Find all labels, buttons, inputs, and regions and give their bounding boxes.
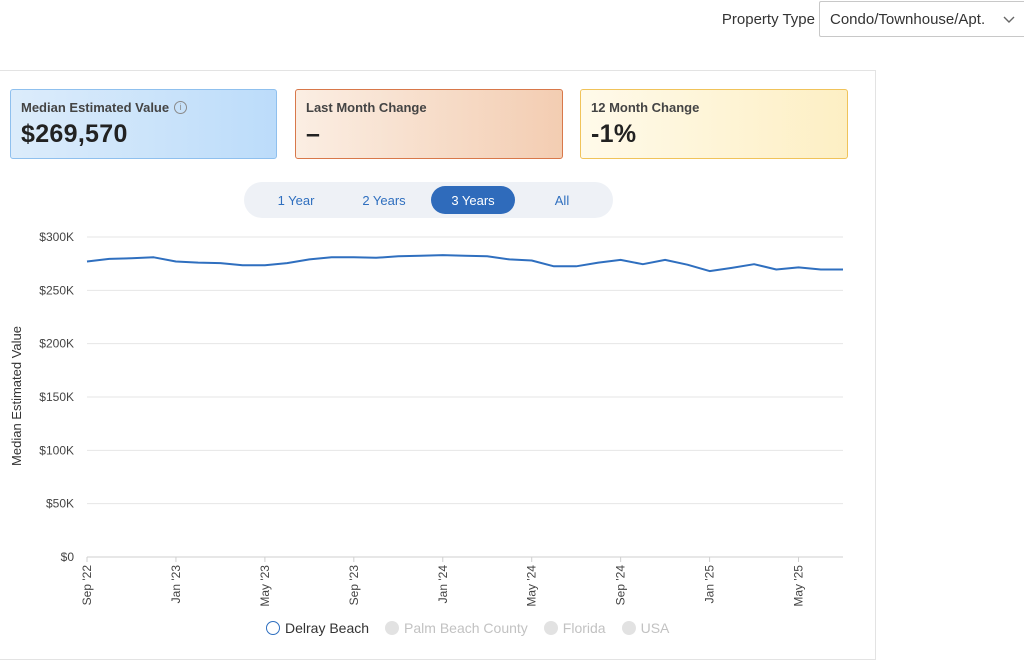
x-tick-label: May '24 [525,565,539,607]
legend-marker [266,621,280,635]
chevron-down-icon [1003,16,1015,23]
y-tick-label: $200K [39,337,74,351]
x-tick-label: Sep '24 [614,565,628,606]
chart-panel [0,70,876,660]
y-tick-label: $250K [39,283,74,297]
y-tick-label: $100K [39,443,74,457]
median-value-card: Median Estimated Value i $269,570 [10,89,277,159]
legend-marker [543,621,558,635]
twelve-month-change-value: -1% [591,120,637,148]
legend-item-delray-beach[interactable]: Delray Beach [266,620,369,636]
x-tick-label: Jan '24 [436,565,450,604]
median-value: $269,570 [21,120,128,148]
twelve-month-change-card: 12 Month Change -1% [580,89,848,159]
x-tick-label: Jan '25 [703,565,717,604]
chart-legend: Delray Beach Palm Beach County Florida U… [266,620,685,636]
range-all-button[interactable]: All [554,192,570,208]
y-tick-label: $50K [46,497,74,511]
time-range-selector: 1 Year 2 Years 3 Years All [244,182,613,218]
property-type-select[interactable]: Condo/Townhouse/Apt. [819,1,1024,37]
chart-grid [87,236,843,558]
legend-marker [385,621,400,635]
property-type-label: Property Type [721,10,815,28]
x-tick-label: May '25 [792,565,806,607]
range-3-years-button[interactable]: 3 Years [431,186,515,214]
y-axis-ticks: $0 $50K $100K $150K $200K $250K $300K [39,230,74,564]
twelve-month-change-title: 12 Month Change [591,100,700,115]
x-tick-label: Sep '23 [347,565,361,606]
y-tick-label: $300K [39,230,74,244]
y-tick-label: $150K [39,390,74,404]
x-axis-ticks: Sep '22 Jan '23 May '23 Sep '23 Jan '24 May '… [80,557,806,607]
last-month-change-value: – [306,120,321,148]
last-month-change-card: Last Month Change – [295,89,563,159]
property-type-filter: Property Type Condo/Townhouse/Apt. [722,0,1024,38]
x-tick-label: Sep '22 [80,565,94,606]
legend-item-palm-beach-county[interactable]: Palm Beach County [385,620,528,636]
y-axis-title: Median Estimated Value [9,326,24,466]
range-2-years-button[interactable]: 2 Years [362,192,406,208]
last-month-change-title: Last Month Change [306,100,427,115]
series-line-delray-beach [86,254,843,273]
info-icon[interactable]: i [174,101,188,114]
property-type-value: Condo/Townhouse/Apt. [830,10,986,28]
x-tick-label: May '23 [258,565,272,607]
y-tick-label: $0 [61,550,75,564]
chart-series [86,254,843,273]
median-value-title: Median Estimated Value [21,100,170,115]
median-value-chart: $0 $50K $100K $150K $200K $250K $300K Sep '22 J… [9,230,843,607]
legend-item-usa[interactable]: USA [621,620,669,636]
range-1-year-button[interactable]: 1 Year [277,192,315,208]
x-tick-label: Jan '23 [169,565,183,604]
legend-marker [621,621,636,635]
legend-item-florida[interactable]: Florida [543,620,606,636]
